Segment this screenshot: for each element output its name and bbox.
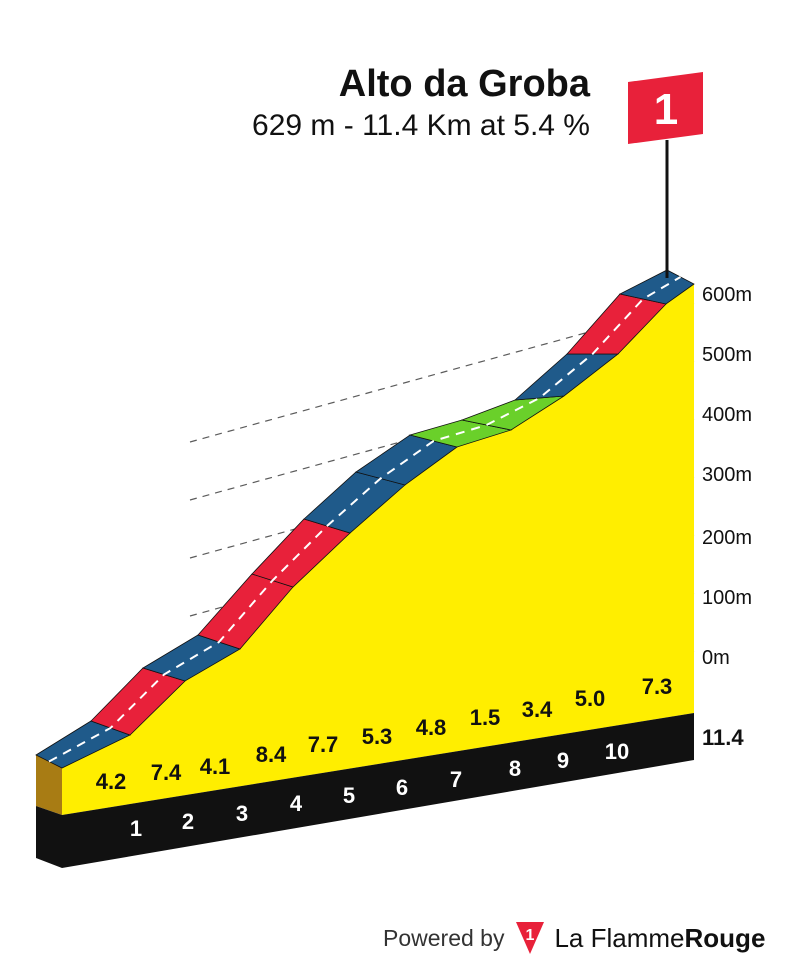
- elevation-tick-500m: 500m: [702, 344, 752, 366]
- km-label-7: 7: [450, 767, 462, 792]
- gradient-segment-top: [618, 269, 695, 305]
- elevation-tick-200m: 200m: [702, 527, 752, 549]
- flag-body: [628, 72, 703, 144]
- elevation-tick-300m: 300m: [702, 464, 752, 486]
- gradient-label-1: 4.2: [96, 769, 127, 794]
- gradient-label-10: 5.0: [575, 686, 606, 711]
- gradient-label-7: 4.8: [416, 715, 447, 740]
- chart-header: Alto da Groba 629 m - 11.4 Km at 5.4 %: [252, 62, 590, 146]
- elevation-tick-0m: 0m: [702, 647, 730, 669]
- km-label-8: 8: [509, 756, 521, 781]
- total-distance-label: 11.4: [702, 725, 744, 750]
- road-centre-line: [48, 276, 682, 763]
- label-layer: 4.2 7.4 4.1 8.4 7.7 5.3 4.8 1.5 3.4 5.0 7.3 1 2 3 4 5 6 7…: [96, 284, 752, 841]
- chart-subtitle: 629 m - 11.4 Km at 5.4 %: [252, 109, 590, 142]
- base-strip: [36, 713, 694, 868]
- gradient-label-3: 4.1: [200, 754, 231, 779]
- profile-fill-layer: [36, 284, 694, 815]
- gradient-label-9: 3.4: [522, 697, 553, 722]
- footer-attribution: Powered by 1 La FlammeRouge: [383, 918, 765, 958]
- km-label-6: 6: [396, 775, 408, 800]
- km-label-10: 10: [605, 739, 629, 764]
- km-label-1: 1: [130, 816, 142, 841]
- elevation-tick-400m: 400m: [702, 404, 752, 426]
- brand-bold: Rouge: [684, 922, 766, 953]
- powered-by-text: Powered by: [383, 924, 505, 951]
- logo-mark-text: 1: [526, 927, 535, 944]
- km-label-9: 9: [557, 748, 569, 773]
- flamme-rouge-logo-icon: 1: [516, 922, 545, 954]
- gradient-label-6: 5.3: [362, 724, 393, 749]
- elevation-tick-100m: 100m: [702, 587, 752, 609]
- chart-title: Alto da Groba: [338, 63, 590, 105]
- brand-regular: La Flamme: [554, 922, 685, 953]
- elevation-tick-600m: 600m: [702, 284, 752, 306]
- road-layer: [35, 269, 695, 769]
- category-flag: 1: [628, 72, 703, 278]
- km-label-3: 3: [236, 801, 248, 826]
- base-layer: [36, 713, 694, 868]
- gradient-label-8: 1.5: [470, 705, 501, 730]
- km-label-4: 4: [290, 791, 303, 816]
- profile-side-face: [36, 755, 62, 815]
- gradient-label-5: 7.7: [308, 732, 339, 757]
- gradient-label-11.4: 7.3: [642, 674, 673, 699]
- gradient-label-2: 7.4: [151, 760, 182, 785]
- profile-area: [62, 284, 694, 815]
- brand-name: La FlammeRouge: [554, 923, 765, 954]
- km-label-2: 2: [182, 809, 194, 834]
- km-label-5: 5: [343, 783, 355, 808]
- gradient-label-4: 8.4: [256, 742, 287, 767]
- category-flag-label: 1: [654, 85, 678, 134]
